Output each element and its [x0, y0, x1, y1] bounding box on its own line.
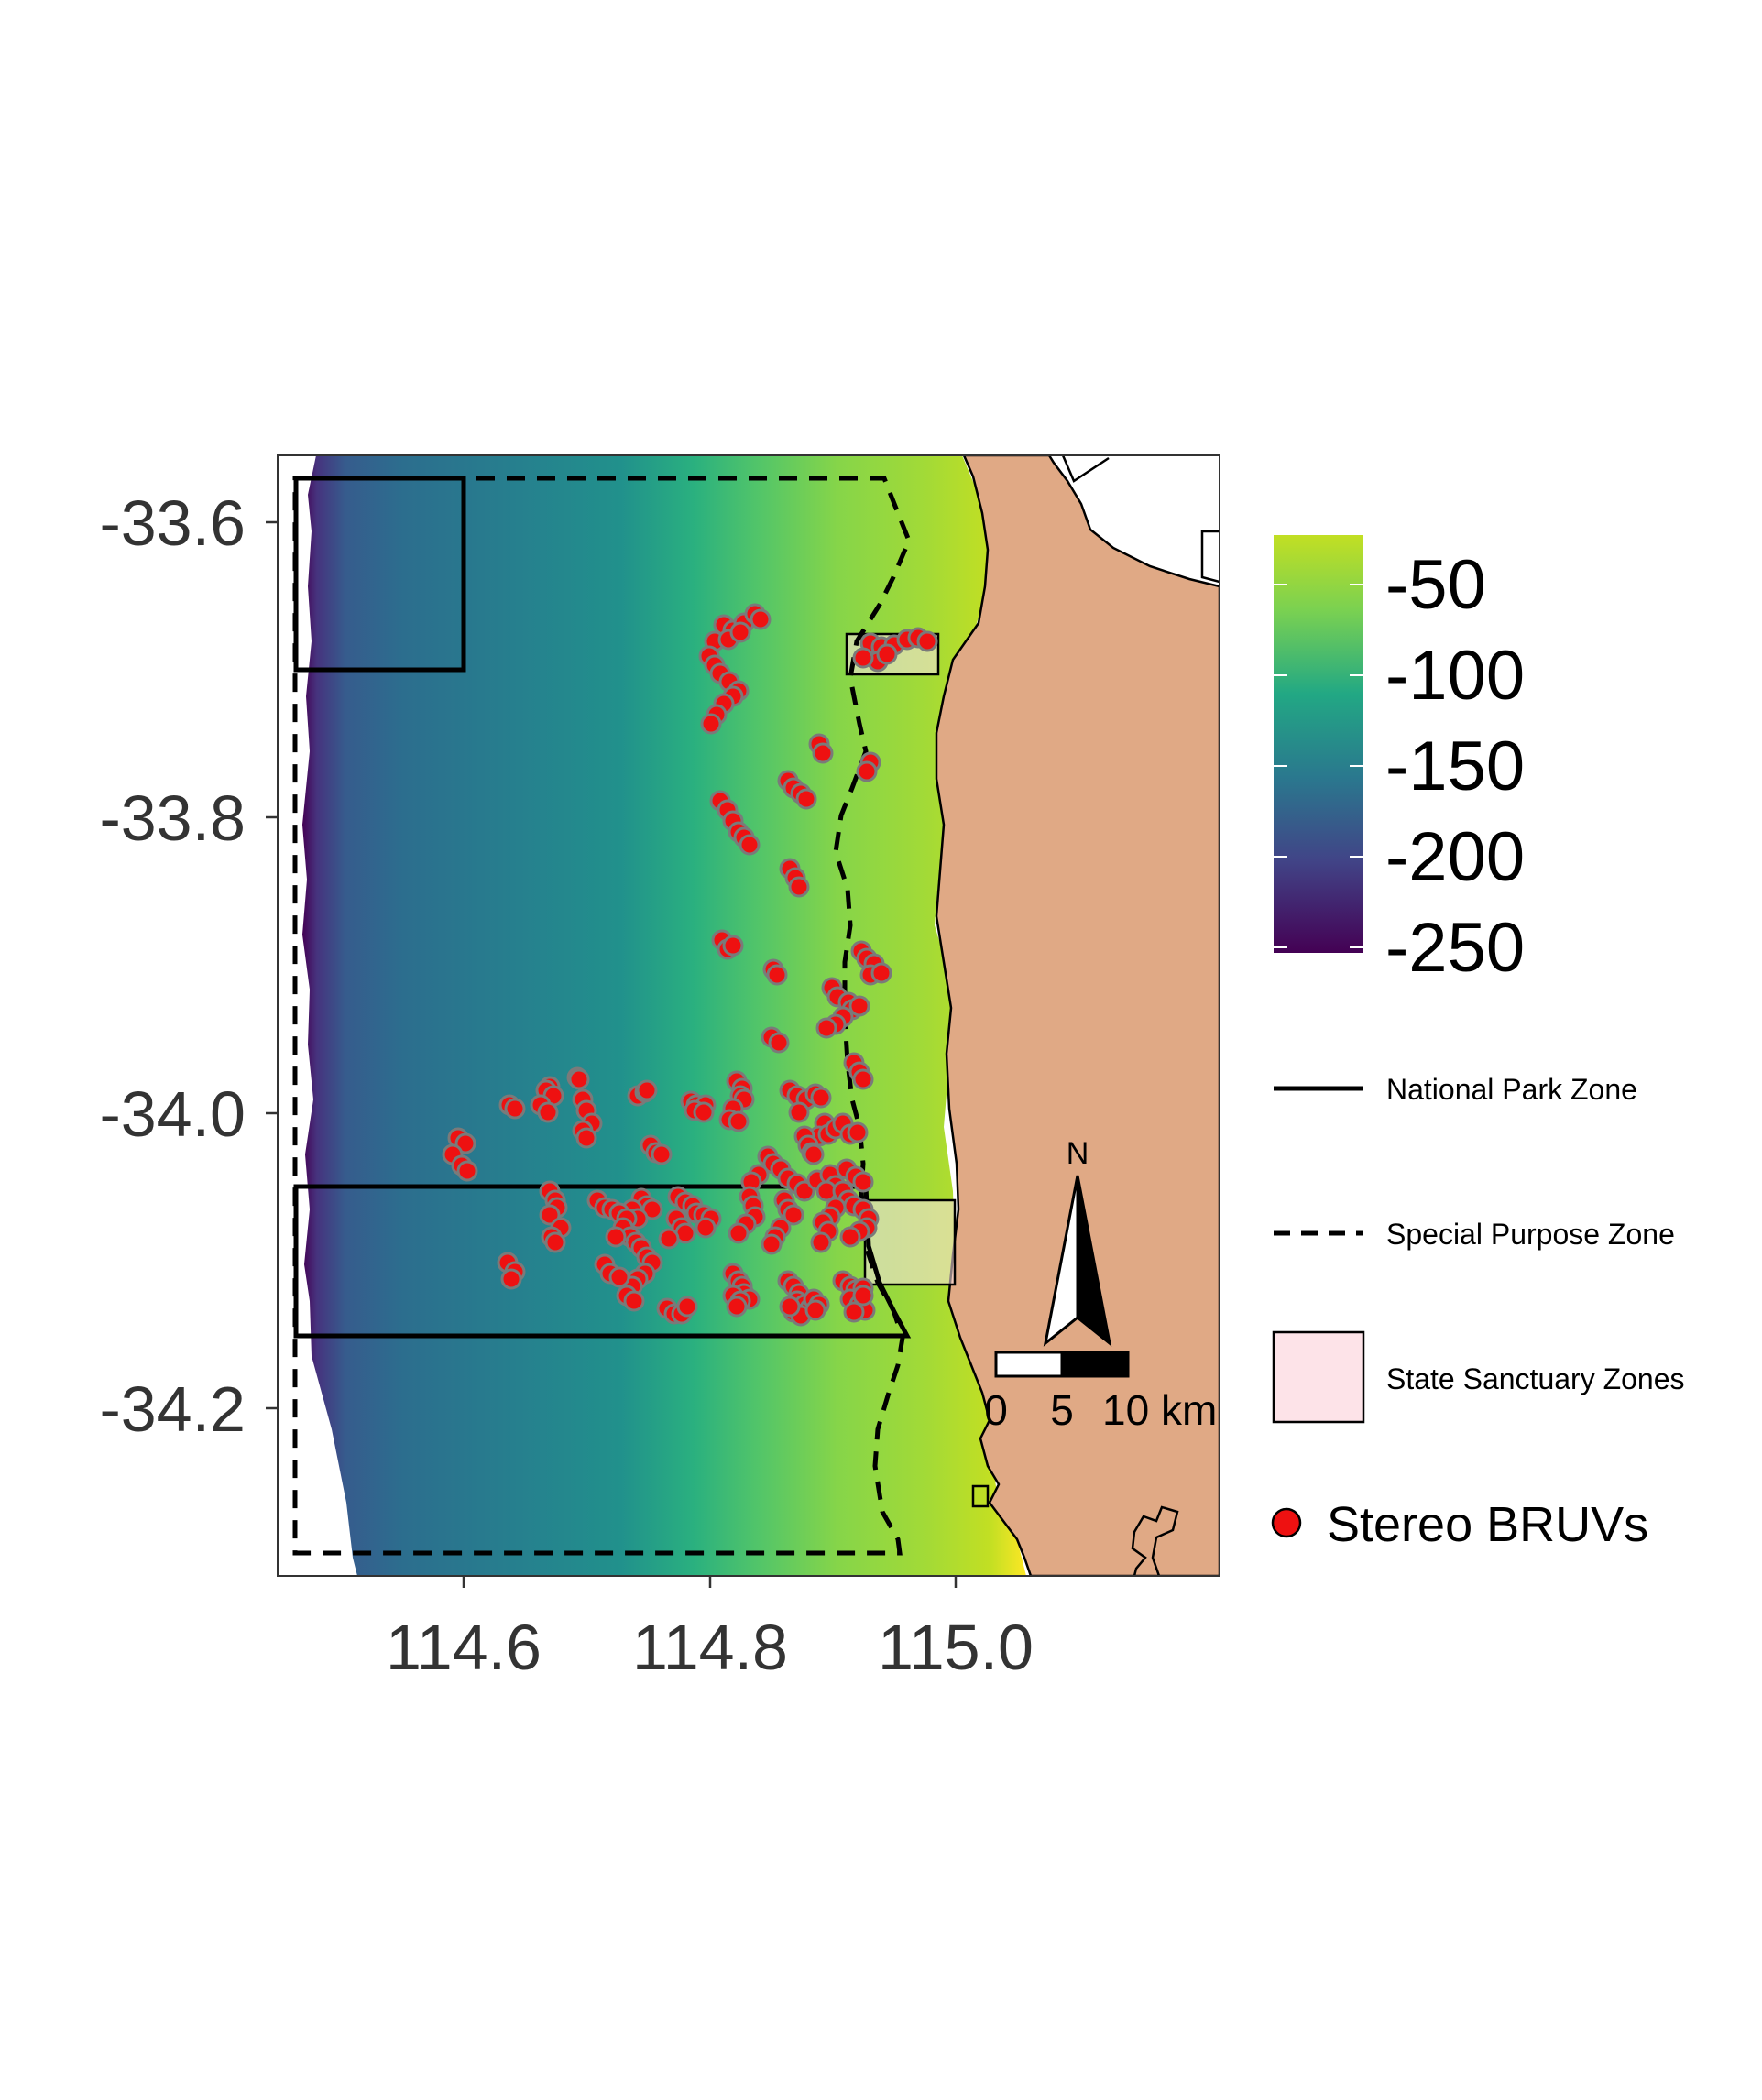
- bruv-point: [504, 1098, 526, 1120]
- legend: -50 -100 -150 -200 -250 National Park Zo…: [1271, 535, 1685, 1552]
- bruv-point: [843, 1301, 865, 1323]
- bruv-point: [766, 964, 788, 986]
- bruv-point: [693, 1101, 715, 1123]
- bruv-point: [695, 1217, 717, 1239]
- legend-special-purpose: Special Purpose Zone: [1274, 1218, 1675, 1251]
- colorbar-label: -50: [1385, 546, 1486, 624]
- colorbar-label: -250: [1385, 909, 1525, 987]
- bruv-point: [605, 1226, 627, 1248]
- north-arrow-icon: N: [1043, 1136, 1112, 1347]
- land-boundary-polygon: [971, 1484, 990, 1508]
- bruv-point: [544, 1231, 566, 1253]
- bruv-point: [856, 760, 878, 782]
- bruv-point: [779, 1296, 801, 1318]
- land-mass: [935, 455, 1220, 1576]
- scale-bar: 0 5 10 km: [984, 1351, 1217, 1434]
- bruv-point: [810, 1231, 832, 1253]
- legend-state-sanctuary-label: State Sanctuary Zones: [1386, 1362, 1685, 1395]
- bruv-point: [852, 647, 874, 669]
- y-tick-label: -34.0: [99, 1078, 246, 1150]
- map-panel: 0 5 10 km N: [278, 455, 1220, 1576]
- legend-state-sanctuary: State Sanctuary Zones: [1272, 1330, 1685, 1424]
- national-park-zone: [293, 476, 466, 673]
- bruv-point: [852, 1285, 874, 1307]
- land-boundary-polygon: [1200, 530, 1220, 584]
- land-boundary-polygon: [1061, 455, 1110, 483]
- bruv-point: [608, 1266, 630, 1288]
- y-tick-label: -33.6: [99, 487, 246, 559]
- bruv-point: [812, 742, 834, 764]
- bruv-point: [651, 1143, 673, 1165]
- bruv-point: [803, 1143, 825, 1165]
- national-park-zone: [293, 1184, 912, 1339]
- bruv-point: [768, 1032, 790, 1054]
- x-tick-label: 114.6: [386, 1612, 542, 1683]
- bruv-point: [788, 1101, 810, 1123]
- sanctuary-fill-key: [1272, 1330, 1365, 1424]
- scale-bar-white-segment: [994, 1351, 1064, 1378]
- bruv-point: [795, 788, 817, 810]
- bruv-point: [852, 1068, 874, 1090]
- bruv-point: [739, 834, 761, 856]
- bruv-points: [442, 603, 938, 1327]
- bruv-point: [788, 876, 810, 898]
- bruv-point: [722, 935, 744, 957]
- national-park-zones: [293, 476, 912, 1339]
- sanctuary-zone: [863, 1198, 957, 1286]
- bruv-point: [783, 1204, 804, 1226]
- bruv-point: [456, 1160, 478, 1182]
- bruv-point: [537, 1101, 559, 1123]
- bruv-point: [728, 1110, 750, 1132]
- bruv-point: [700, 713, 722, 735]
- bruv-point: [810, 1087, 832, 1109]
- depth-colorbar: -50 -100 -150 -200 -250: [1274, 535, 1525, 987]
- y-tick-label: -33.8: [99, 782, 246, 854]
- legend-bruvs-label: Stereo BRUVs: [1327, 1497, 1648, 1552]
- bruv-point: [729, 621, 751, 643]
- legend-special-purpose-label: Special Purpose Zone: [1386, 1218, 1675, 1251]
- bruv-point: [750, 608, 772, 630]
- bruv-point: [916, 630, 938, 652]
- bruv-point: [676, 1296, 698, 1318]
- bruv-point: [636, 1079, 658, 1101]
- bathymetry-raster: [302, 455, 1026, 1576]
- bruv-point: [852, 1171, 874, 1193]
- legend-bruvs: Stereo BRUVs: [1271, 1497, 1648, 1552]
- colorbar-label: -150: [1385, 727, 1525, 805]
- bruv-point: [623, 1290, 645, 1312]
- north-arrow-label: N: [1067, 1136, 1089, 1171]
- bruv-point-key: [1271, 1507, 1302, 1538]
- depth-colorbar-gradient: [1274, 535, 1363, 953]
- x-axis: 114.6 114.8 115.0: [386, 1576, 1034, 1683]
- bruv-point: [658, 1228, 680, 1250]
- bruv-point: [641, 1198, 663, 1220]
- y-axis: -33.6 -33.8 -34.0 -34.2: [99, 487, 278, 1445]
- bruv-point: [839, 1226, 861, 1248]
- scale-bar-label-0: 0: [984, 1386, 1008, 1434]
- bruv-point: [728, 1222, 750, 1244]
- colorbar-label: -100: [1385, 637, 1525, 715]
- bruv-point: [761, 1233, 783, 1255]
- scale-bar-label-5: 5: [1050, 1386, 1074, 1434]
- map-panel-border: [277, 454, 1220, 1577]
- y-tick-label: -34.2: [99, 1373, 246, 1445]
- bruv-point: [575, 1127, 597, 1149]
- legend-national-park-label: National Park Zone: [1386, 1073, 1637, 1106]
- colorbar-label: -200: [1385, 818, 1525, 896]
- x-tick-label: 114.8: [632, 1612, 788, 1683]
- scale-bar-label-10km: 10 km: [1102, 1386, 1217, 1434]
- bruv-point: [870, 962, 892, 984]
- x-tick-label: 115.0: [878, 1612, 1034, 1683]
- bruv-point: [848, 995, 870, 1017]
- bruv-point: [568, 1068, 590, 1090]
- bruv-point: [804, 1299, 826, 1321]
- bruv-point: [876, 643, 898, 665]
- bruv-point: [726, 1296, 748, 1318]
- bruv-point: [847, 1121, 869, 1143]
- bruv-point: [500, 1268, 522, 1290]
- bruv-point: [815, 1017, 837, 1039]
- scale-bar-black-segment: [1060, 1351, 1130, 1378]
- legend-national-park: National Park Zone: [1274, 1073, 1637, 1106]
